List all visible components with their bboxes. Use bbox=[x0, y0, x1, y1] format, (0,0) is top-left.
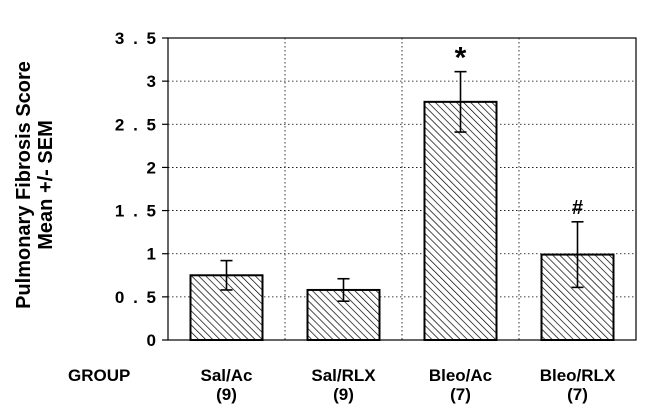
y-ticks: 0 0 . 5 1 1 . 5 2 2 . 5 3 3 . 5 bbox=[115, 29, 168, 350]
x-category-count-1: (9) bbox=[333, 385, 354, 404]
plot-frame bbox=[167, 37, 637, 341]
significance-marker-2: * bbox=[455, 42, 467, 75]
x-category-labels: Sal/Ac(9)Sal/RLX(9)Bleo/Ac(7)Bleo/RLX(7) bbox=[201, 366, 616, 404]
y-tick-label-4: 2 bbox=[147, 158, 158, 177]
x-category-label-0: Sal/Ac bbox=[201, 366, 253, 385]
y-axis-title-line-1: Pulmonary Fibrosis Score bbox=[13, 61, 35, 309]
y-tick-label-0: 0 bbox=[147, 331, 158, 350]
y-tick-label-6: 3 bbox=[147, 72, 158, 91]
bars: *# bbox=[189, 42, 615, 342]
x-category-count-0: (9) bbox=[216, 385, 237, 404]
y-tick-label-1: 0 . 5 bbox=[115, 288, 158, 307]
y-axis-title: Pulmonary Fibrosis Score Mean +/- SEM bbox=[13, 61, 57, 309]
y-tick-label-7: 3 . 5 bbox=[115, 29, 158, 48]
x-category-count-3: (7) bbox=[567, 385, 588, 404]
y-tick-label-5: 2 . 5 bbox=[115, 115, 158, 134]
y-tick-label-2: 1 bbox=[147, 245, 158, 264]
y-axis-title-line-2: Mean +/- SEM bbox=[35, 120, 57, 249]
y-tick-label-3: 1 . 5 bbox=[115, 202, 158, 221]
x-axis-title: GROUP bbox=[68, 366, 130, 385]
plot-border bbox=[167, 37, 637, 341]
significance-marker-3: # bbox=[572, 197, 583, 219]
x-category-count-2: (7) bbox=[450, 385, 471, 404]
x-category-label-2: Bleo/Ac bbox=[429, 366, 492, 385]
bar-2 bbox=[423, 100, 498, 341]
x-category-label-3: Bleo/RLX bbox=[540, 366, 616, 385]
x-category-label-1: Sal/RLX bbox=[311, 366, 376, 385]
